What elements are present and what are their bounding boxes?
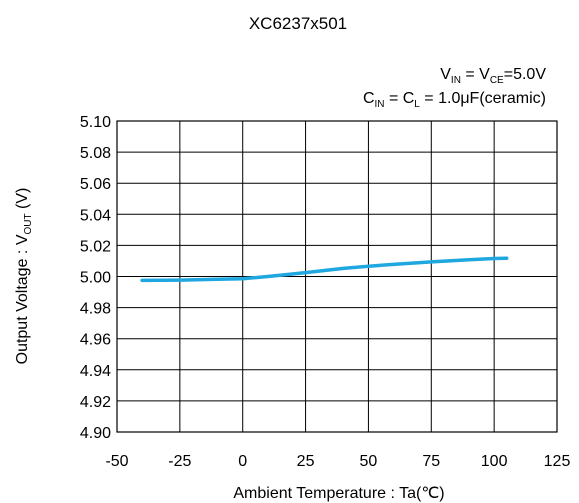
x-tick-label: -50 xyxy=(105,453,128,470)
y-tick-label: 5.04 xyxy=(80,207,111,224)
y-tick-label: 5.08 xyxy=(80,145,111,162)
condition-cin: CIN = CL = 1.0μF(ceramic) xyxy=(363,90,546,110)
x-tick-label: 25 xyxy=(297,453,315,470)
y-tick-label: 4.96 xyxy=(80,332,111,349)
x-tick-labels: -50 -25 0 25 50 75 100 125 xyxy=(105,453,570,470)
x-tick-label: 50 xyxy=(360,453,378,470)
y-tick-label: 4.98 xyxy=(80,301,111,318)
chart-title: XC6237x501 xyxy=(249,14,347,33)
grid xyxy=(116,120,558,433)
x-tick-label: 0 xyxy=(238,453,247,470)
y-tick-label: 5.06 xyxy=(80,176,111,193)
x-axis-label: Ambient Temperature : Ta(℃) xyxy=(233,485,444,502)
y-tick-label: 5.00 xyxy=(80,270,111,287)
series-line xyxy=(140,256,509,283)
y-tick-label: 4.94 xyxy=(80,363,111,380)
y-tick-label: 4.92 xyxy=(80,394,111,411)
y-tick-label: 5.02 xyxy=(80,238,111,255)
series-group xyxy=(140,256,509,283)
x-tick-label: 125 xyxy=(544,453,571,470)
y-tick-label: 5.10 xyxy=(80,114,111,131)
y-axis-label: Output Voltage : VOUT (V) xyxy=(14,188,34,365)
x-tick-label: 100 xyxy=(481,453,508,470)
x-tick-label: -25 xyxy=(168,453,191,470)
plot-frame xyxy=(116,120,558,433)
y-tick-labels: 5.10 5.08 5.06 5.04 5.02 5.00 4.98 4.96 4.94 4.92… xyxy=(80,114,111,442)
x-tick-label: 75 xyxy=(422,453,440,470)
y-tick-label: 4.90 xyxy=(80,425,111,442)
condition-vin: VIN = VCE=5.0V xyxy=(440,66,546,86)
